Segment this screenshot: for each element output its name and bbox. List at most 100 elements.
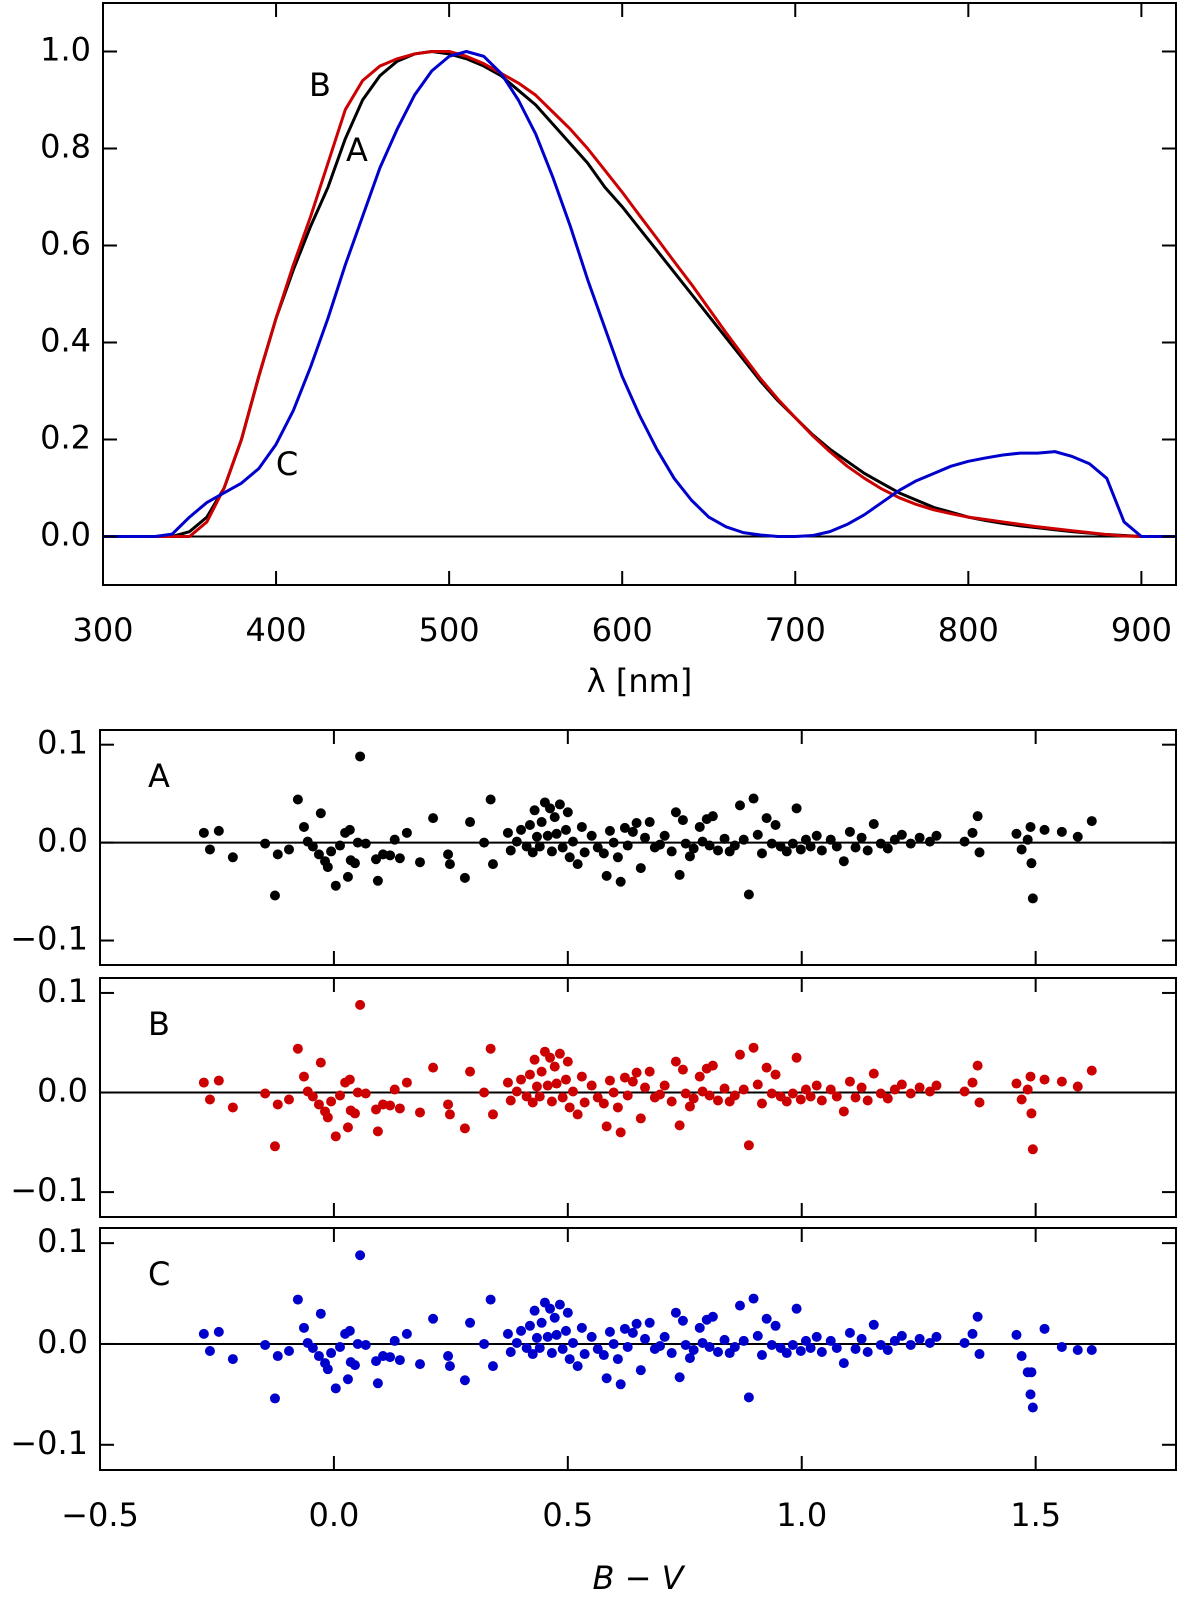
point [856, 1333, 867, 1344]
point [269, 890, 280, 901]
point [485, 1043, 496, 1054]
point [729, 1090, 740, 1101]
x-tick-label: 0.5 [542, 1496, 593, 1534]
point [551, 1329, 562, 1340]
point [479, 837, 490, 848]
point [527, 1349, 538, 1360]
point [330, 1131, 341, 1142]
point [560, 1325, 571, 1336]
y-tick-label: −0.1 [10, 1424, 88, 1462]
point [1056, 1076, 1067, 1087]
panel-label: C [148, 1255, 170, 1293]
point [322, 1364, 333, 1375]
y-tick-label: 0.0 [37, 1072, 88, 1110]
point [743, 1392, 754, 1403]
point [882, 1345, 893, 1356]
plot-frame [99, 977, 1177, 1218]
point [688, 1345, 699, 1356]
point [644, 817, 655, 828]
point [349, 1108, 360, 1119]
point [1011, 1329, 1022, 1340]
point [635, 1113, 646, 1124]
point [557, 842, 568, 853]
point [542, 1331, 553, 1342]
point [502, 1328, 513, 1339]
point [748, 1293, 759, 1304]
point [608, 1087, 619, 1098]
panel: 0.0 0.2 0.4 0.6 0.8 1.0 300 400 500 600 700 800 900 A… [40, 2, 1177, 700]
point [394, 1355, 405, 1366]
point [931, 1331, 942, 1342]
point [868, 819, 879, 829]
point [372, 1126, 383, 1137]
point [615, 876, 626, 887]
point [371, 1104, 382, 1115]
point [459, 1375, 470, 1386]
point [719, 1083, 730, 1094]
point [856, 1082, 867, 1093]
point [334, 1090, 345, 1101]
point [546, 1096, 557, 1107]
point [967, 827, 978, 838]
x-tick-label: 0.0 [308, 1496, 359, 1534]
point [627, 1076, 638, 1087]
point [666, 1348, 677, 1359]
point [674, 1372, 685, 1383]
point [444, 1109, 455, 1120]
point [330, 1383, 341, 1394]
point [334, 840, 345, 851]
point [322, 1112, 333, 1123]
point [198, 827, 209, 838]
point [684, 1353, 695, 1364]
point [816, 1347, 827, 1358]
y-tick-label: 0.6 [40, 225, 91, 263]
point [640, 1082, 651, 1093]
point [307, 1342, 318, 1353]
point [545, 1303, 556, 1314]
point [677, 1064, 688, 1075]
point [752, 1330, 763, 1341]
x-tick-label: 1.0 [776, 1496, 827, 1534]
point [531, 831, 542, 842]
point [546, 846, 557, 857]
point [524, 1069, 535, 1080]
point [414, 1107, 425, 1118]
point [557, 1092, 568, 1103]
point [1086, 1065, 1097, 1076]
point [604, 825, 615, 836]
point [536, 1317, 547, 1328]
point [654, 839, 665, 850]
point [1086, 816, 1097, 827]
point [313, 1351, 324, 1362]
point [688, 1093, 699, 1104]
point [554, 1299, 565, 1310]
point [694, 1071, 705, 1082]
point [729, 840, 740, 851]
point [967, 1328, 978, 1339]
point [465, 1066, 476, 1077]
point [811, 1331, 822, 1342]
point [487, 859, 498, 870]
y-tick-label: 1.0 [40, 31, 91, 69]
point [1039, 824, 1050, 835]
point [743, 889, 754, 900]
point [967, 1077, 978, 1088]
point [619, 822, 630, 833]
point [560, 1074, 571, 1085]
point [349, 1360, 360, 1371]
point [787, 1088, 798, 1099]
point [479, 1338, 490, 1349]
point [349, 858, 360, 869]
point [608, 837, 619, 848]
point [549, 1312, 560, 1323]
point [428, 1062, 439, 1073]
point [401, 1077, 412, 1088]
point [394, 1103, 405, 1114]
point [654, 1340, 665, 1351]
point [352, 1338, 363, 1349]
point [959, 836, 970, 847]
point [298, 1322, 309, 1333]
point [896, 829, 907, 840]
point [542, 830, 553, 841]
